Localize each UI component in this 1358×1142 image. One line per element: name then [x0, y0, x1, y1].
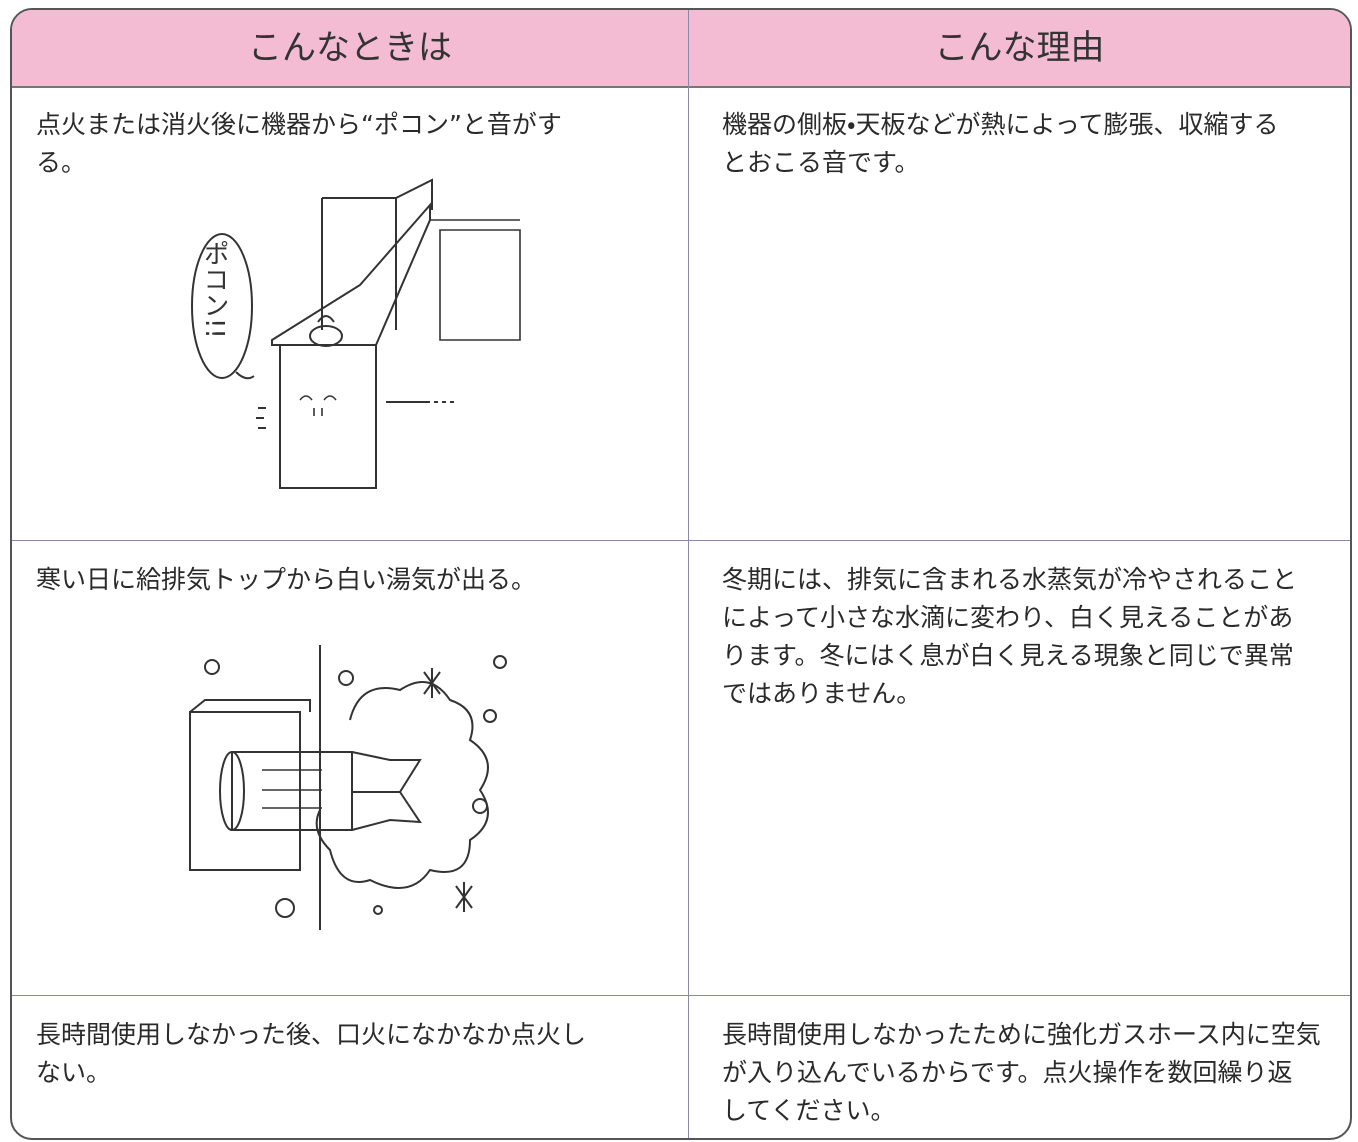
text-line: 点火または消火後に機器から“ポコン”と音がす — [36, 110, 562, 139]
text-line: る。 — [36, 148, 87, 177]
stove-illustration — [191, 178, 521, 489]
text-line: とおこる音です。 — [722, 148, 920, 177]
table-header: こんなときは こんな理由 — [12, 10, 1350, 88]
text-line: 機器の側板・天板などが熱によって膨張、収縮する — [722, 110, 1279, 139]
column-divider — [688, 10, 689, 1138]
table: こんなときは こんな理由 — [10, 8, 1352, 1140]
text-line: 長時間使用しなかった後、口火になかなか点火し — [36, 1020, 587, 1049]
row-divider — [12, 995, 1350, 996]
text-line: ります。冬にはく息が白く見える現象と同じで異常 — [722, 641, 1294, 670]
sound-effect-label: ポコン!! — [199, 240, 229, 339]
reason-text: 冬期には、排気に含まれる水蒸気が冷やされること によって小さな水滴に変わり、白く見… — [722, 561, 1297, 713]
text-line: してください。 — [722, 1096, 896, 1125]
text-line: ではありません。 — [722, 679, 922, 708]
reason-text: 機器の側板・天板などが熱によって膨張、収縮する とおこる音です。 — [722, 106, 1279, 182]
row-divider — [12, 540, 1350, 541]
column-header: こんな理由 — [934, 28, 1105, 68]
text-line: ない。 — [36, 1058, 112, 1087]
situation-text: 点火または消火後に機器から“ポコン”と音がす る。 — [36, 106, 562, 182]
situation-text: 長時間使用しなかった後、口火になかなか点火し ない。 — [36, 1016, 586, 1092]
text-line: 寒い日に給排気トップから白い湯気が出る。 — [36, 565, 537, 594]
column-header: こんなときは — [248, 28, 452, 68]
text-line: によって小さな水滴に変わり、白く見えることがあ — [722, 603, 1294, 632]
situation-text: 寒い日に給排気トップから白い湯気が出る。 — [36, 561, 536, 599]
text-line: が入り込んでいるからです。点火操作を数回繰り返 — [722, 1058, 1293, 1087]
text-line: 冬期には、排気に含まれる水蒸気が冷やされること — [722, 565, 1298, 594]
reason-text: 長時間使用しなかったために強化ガスホース内に空気 が入り込んでいるからです。点火操… — [722, 1016, 1321, 1130]
text-line: 長時間使用しなかったために強化ガスホース内に空気 — [722, 1020, 1321, 1049]
vent-illustration — [189, 645, 507, 930]
